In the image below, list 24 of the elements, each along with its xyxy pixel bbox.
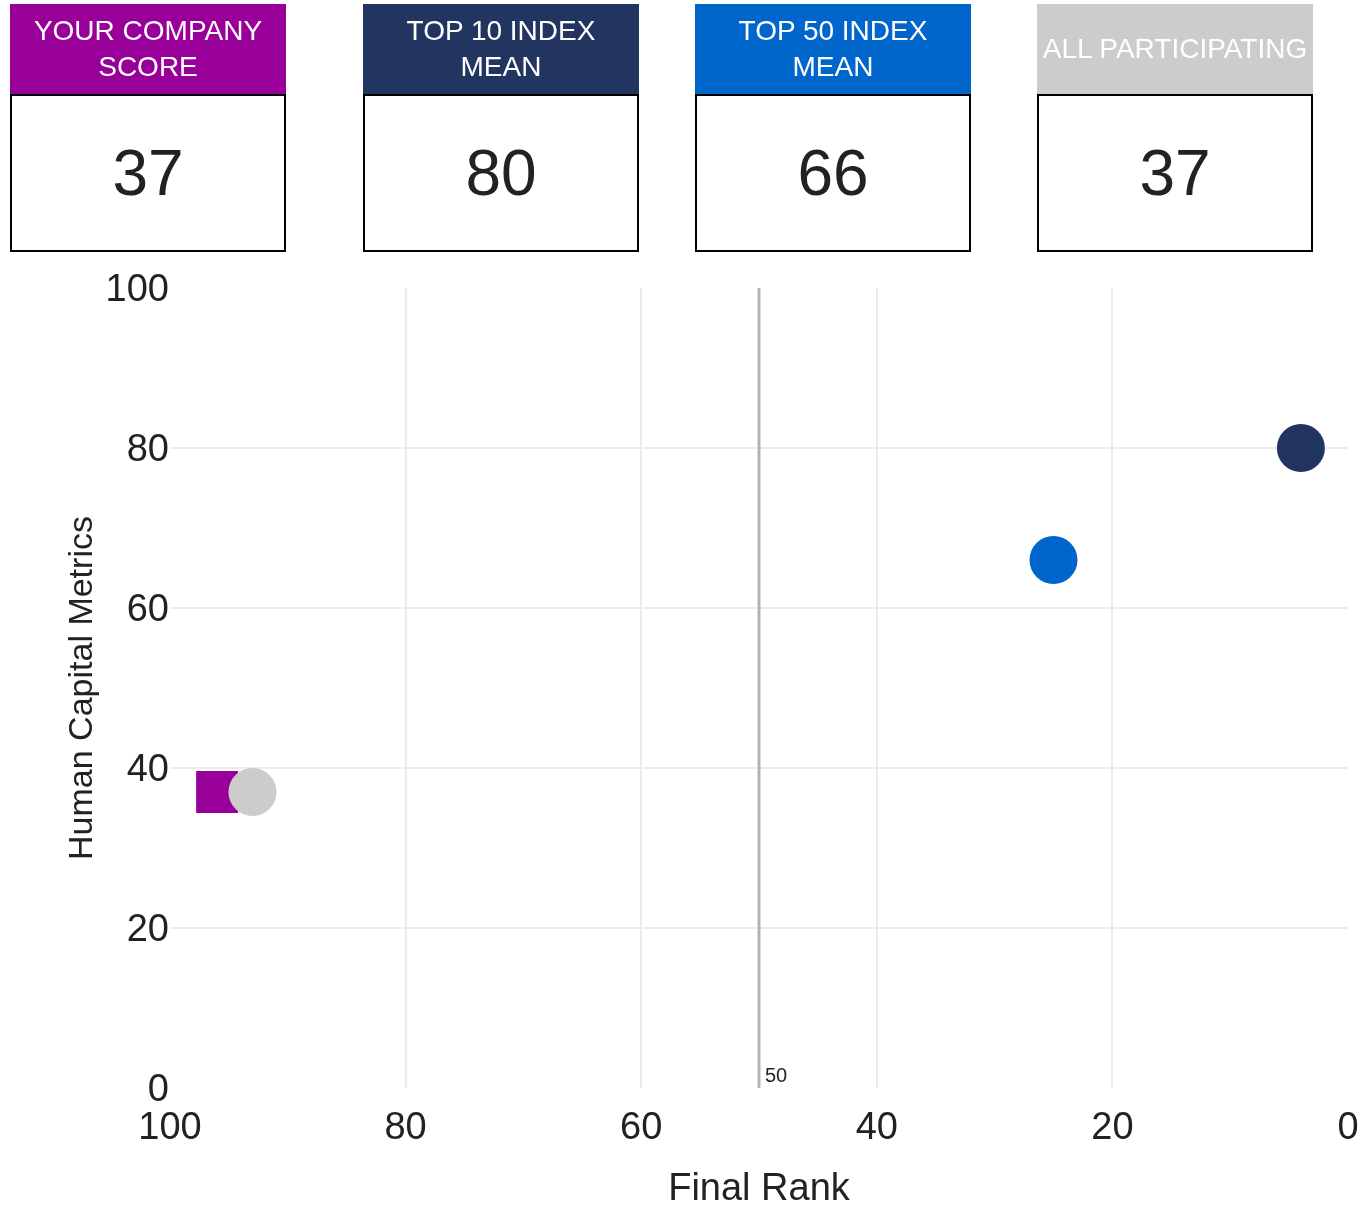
text: 37 — [10, 94, 286, 252]
x-tick-label: 80 — [384, 1105, 427, 1147]
text: TOP 50 INDEX MEAN — [695, 4, 971, 94]
x-axis-title: Final Rank — [668, 1166, 851, 1208]
y-tick-label: 0 — [147, 1067, 169, 1110]
x-tick-label: 20 — [1091, 1105, 1134, 1147]
point — [1276, 424, 1325, 472]
y-tick-label: 40 — [126, 747, 169, 790]
y-tick-label: 60 — [126, 587, 169, 630]
ref-line-label: 50 — [765, 1064, 788, 1086]
y-axis-title: Human Capital Metrics — [61, 516, 99, 860]
x-tick-label: 60 — [620, 1105, 663, 1147]
y-tick-label: 20 — [126, 907, 169, 950]
y-tick-label: 80 — [126, 427, 169, 470]
point — [1029, 536, 1078, 584]
text: TOP 10 INDEX MEAN — [363, 4, 639, 94]
x-tick-label: 0 — [1337, 1105, 1359, 1147]
text: 37 — [1037, 94, 1313, 252]
text: YOUR COMPANY SCORE — [10, 4, 286, 94]
y-tick-label: 100 — [105, 267, 169, 310]
x-tick-label: 40 — [855, 1105, 898, 1147]
point — [228, 768, 277, 816]
text: 66 — [695, 94, 971, 252]
text: 80 — [363, 94, 639, 252]
